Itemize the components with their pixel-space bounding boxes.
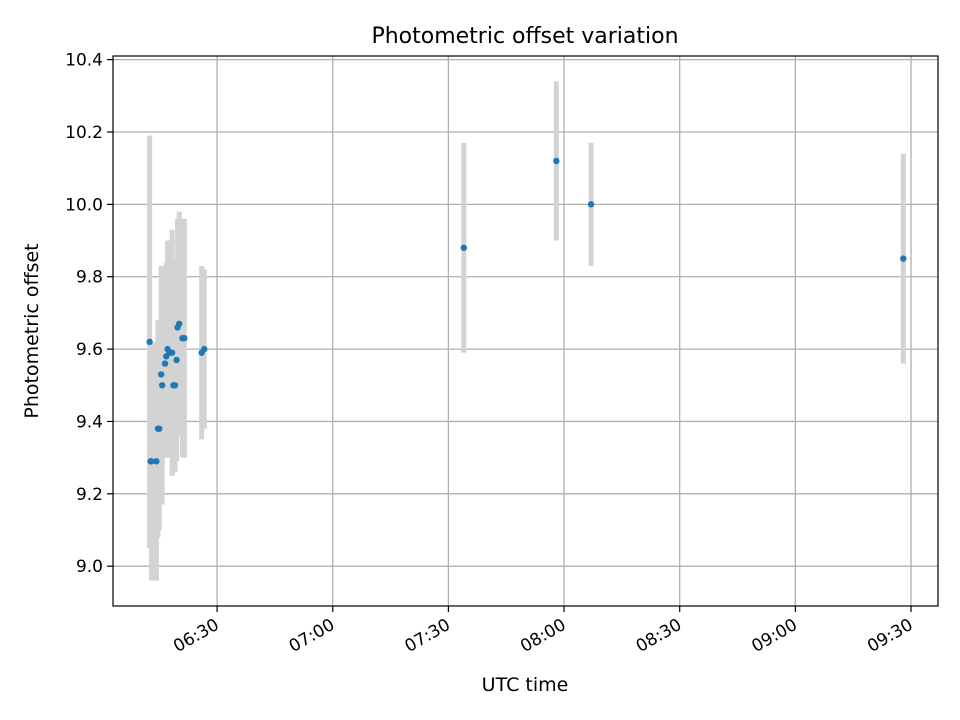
grid-lines (113, 56, 938, 606)
data-point (173, 356, 180, 364)
data-point (460, 244, 468, 251)
data-point (900, 255, 907, 262)
y-tick-label: 9.2 (76, 485, 103, 505)
chart-title: Photometric offset variation (371, 24, 678, 49)
data-point (153, 458, 160, 465)
data-point (158, 382, 166, 389)
y-axis-ticks: 9.0 9.2 9.4 9.6 9.8 10.0 10.2 10.4 (65, 51, 113, 577)
y-tick-label: 9.6 (76, 340, 103, 360)
axes-frame (112, 55, 939, 607)
y-tick-label: 10.4 (65, 51, 103, 71)
x-axis-label: UTC time (482, 674, 569, 696)
y-axis-label: Photometric offset (21, 243, 43, 418)
data-point (201, 345, 208, 353)
data-point (171, 382, 179, 389)
y-tick-label: 9.4 (76, 412, 103, 432)
data-point (553, 157, 560, 165)
data-point (587, 201, 595, 208)
data-point (168, 349, 176, 356)
data-point (157, 371, 165, 378)
data-points (146, 157, 907, 465)
data-point (156, 425, 163, 432)
data-point (181, 335, 188, 342)
y-tick-label: 9.0 (76, 557, 103, 577)
data-point (175, 320, 183, 327)
y-tick-label: 9.8 (76, 268, 103, 288)
data-point (148, 458, 155, 465)
y-tick-label: 10.2 (65, 123, 103, 143)
data-point (161, 360, 169, 367)
data-point (146, 338, 153, 346)
y-tick-label: 10.0 (65, 195, 103, 215)
